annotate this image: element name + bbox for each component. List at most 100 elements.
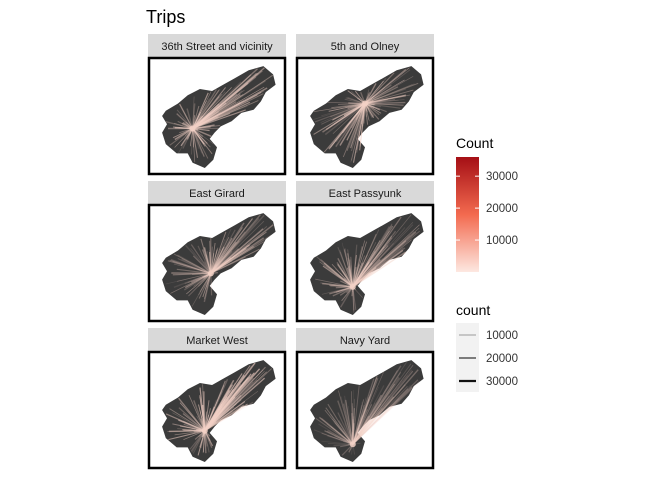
station-origin (201, 427, 208, 434)
trip-ray (352, 362, 407, 445)
trip-ray (179, 402, 206, 432)
trip-ray (210, 246, 225, 274)
trip-ray (204, 394, 242, 432)
trip-ray (189, 430, 206, 450)
city-map-shape (162, 213, 276, 315)
trip-ray (352, 404, 392, 445)
trip-ray (210, 241, 264, 274)
facet-strip (148, 181, 286, 204)
trip-ray (204, 377, 254, 432)
trip-ray (337, 247, 354, 288)
trip-ray (352, 364, 414, 445)
trip-ray (192, 105, 248, 130)
trip-ray (351, 413, 354, 445)
trip-ray (352, 376, 400, 445)
trip-ray (210, 248, 222, 274)
color-bar-label: 10000 (486, 235, 518, 247)
trip-ray (331, 418, 354, 445)
trip-ray (210, 251, 233, 274)
trip-ray (321, 432, 353, 445)
trip-ray (352, 240, 407, 288)
trip-ray (344, 423, 354, 445)
trip-ray (330, 426, 353, 445)
trip-ray (352, 237, 393, 288)
trip-ray (352, 224, 420, 288)
trip-ray (328, 430, 353, 445)
trip-ray (182, 128, 194, 149)
fill-legend-title: Count (456, 135, 493, 151)
trip-ray (210, 239, 226, 274)
trip-ray (337, 263, 354, 288)
trip-ray (178, 419, 206, 432)
trip-ray (192, 255, 212, 274)
trip-ray (352, 229, 380, 288)
trip-ray (210, 273, 213, 296)
trip-ray (190, 244, 212, 274)
trip-ray (320, 259, 354, 288)
trip-ray (191, 103, 196, 129)
trip-ray (192, 89, 220, 129)
trip-ray (204, 430, 210, 453)
trip-ray (210, 245, 254, 274)
trip-ray (200, 238, 212, 274)
trip-ray (352, 261, 370, 288)
trip-ray (352, 397, 370, 445)
trip-ray (210, 237, 233, 274)
trip-ray (191, 430, 206, 453)
trip-ray (192, 90, 243, 129)
trip-ray (168, 430, 205, 433)
trip-ray (342, 103, 366, 158)
trip-ray (350, 103, 366, 149)
trip-ray (192, 111, 213, 129)
trip-ray (352, 404, 365, 445)
trip-ray (336, 261, 354, 288)
trip-ray (192, 94, 258, 129)
trip-ray (352, 240, 381, 288)
trip-ray (198, 273, 212, 299)
trip-ray (323, 103, 366, 153)
trip-ray (210, 237, 265, 274)
trip-ray (364, 79, 405, 104)
facet-label: Market West (186, 335, 248, 347)
trip-ray (337, 412, 354, 445)
trip-ray (178, 407, 206, 432)
trip-ray (352, 385, 385, 445)
trip-ray (348, 266, 354, 288)
trip-ray (210, 247, 246, 274)
trip-ray (343, 395, 354, 445)
trip-ray (192, 98, 210, 129)
trip-ray (352, 230, 390, 288)
trip-ray (350, 256, 354, 287)
trip-ray (191, 272, 212, 283)
trip-ray (198, 273, 212, 296)
trip-ray (352, 402, 376, 445)
trip-rays (315, 214, 421, 313)
trip-ray (326, 423, 354, 445)
trip-ray (344, 248, 354, 287)
size-legend-label: 20000 (486, 353, 518, 365)
trip-ray (183, 429, 205, 432)
trip-ray (352, 415, 370, 445)
trip-ray (352, 408, 355, 445)
trip-ray (204, 385, 232, 432)
trip-ray (210, 226, 268, 274)
trip-ray (364, 89, 414, 104)
trip-ray (192, 90, 265, 129)
trip-ray (173, 272, 212, 288)
trip-ray (352, 226, 390, 288)
trip-ray (328, 103, 366, 150)
trip-ray (359, 103, 366, 151)
trip-ray (210, 246, 213, 274)
trip-ray (352, 379, 419, 445)
trip-ray (334, 268, 354, 288)
facet-panel: Market West (147, 328, 287, 470)
trip-ray (352, 235, 393, 288)
trip-ray (210, 248, 247, 274)
trip-ray (341, 103, 366, 134)
trip-ray (204, 371, 265, 432)
trip-ray (315, 417, 354, 445)
trip-ray (192, 96, 220, 129)
trip-ray (325, 265, 354, 288)
trip-ray (352, 241, 367, 287)
trip-ray (204, 381, 254, 432)
